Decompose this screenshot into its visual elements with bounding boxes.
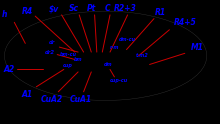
Text: R1: R1 [155, 8, 166, 17]
Text: $v: $v [49, 4, 59, 13]
Text: R2+3: R2+3 [114, 4, 137, 13]
Text: cup: cup [63, 63, 73, 68]
Text: A1: A1 [22, 90, 33, 99]
Text: CuA2: CuA2 [41, 95, 63, 104]
Text: dr: dr [49, 40, 55, 45]
Text: Sc: Sc [69, 4, 79, 13]
Text: dm-cu: dm-cu [119, 37, 136, 42]
Text: dr2: dr2 [44, 50, 55, 55]
Text: M1: M1 [191, 43, 203, 52]
Text: t.m2: t.m2 [136, 53, 148, 58]
Text: A2: A2 [3, 65, 14, 74]
Text: dm: dm [103, 62, 112, 67]
Text: bm: bm [74, 57, 82, 62]
Text: R4: R4 [22, 7, 33, 16]
Text: cup-cu: cup-cu [110, 78, 128, 83]
Text: r-m: r-m [110, 45, 119, 50]
Text: bm-cu: bm-cu [60, 52, 77, 57]
Text: Pt: Pt [87, 4, 96, 13]
Text: h: h [2, 10, 7, 19]
Text: R4+5: R4+5 [173, 18, 196, 27]
Text: CuA1: CuA1 [69, 95, 91, 104]
Text: C: C [105, 4, 111, 13]
